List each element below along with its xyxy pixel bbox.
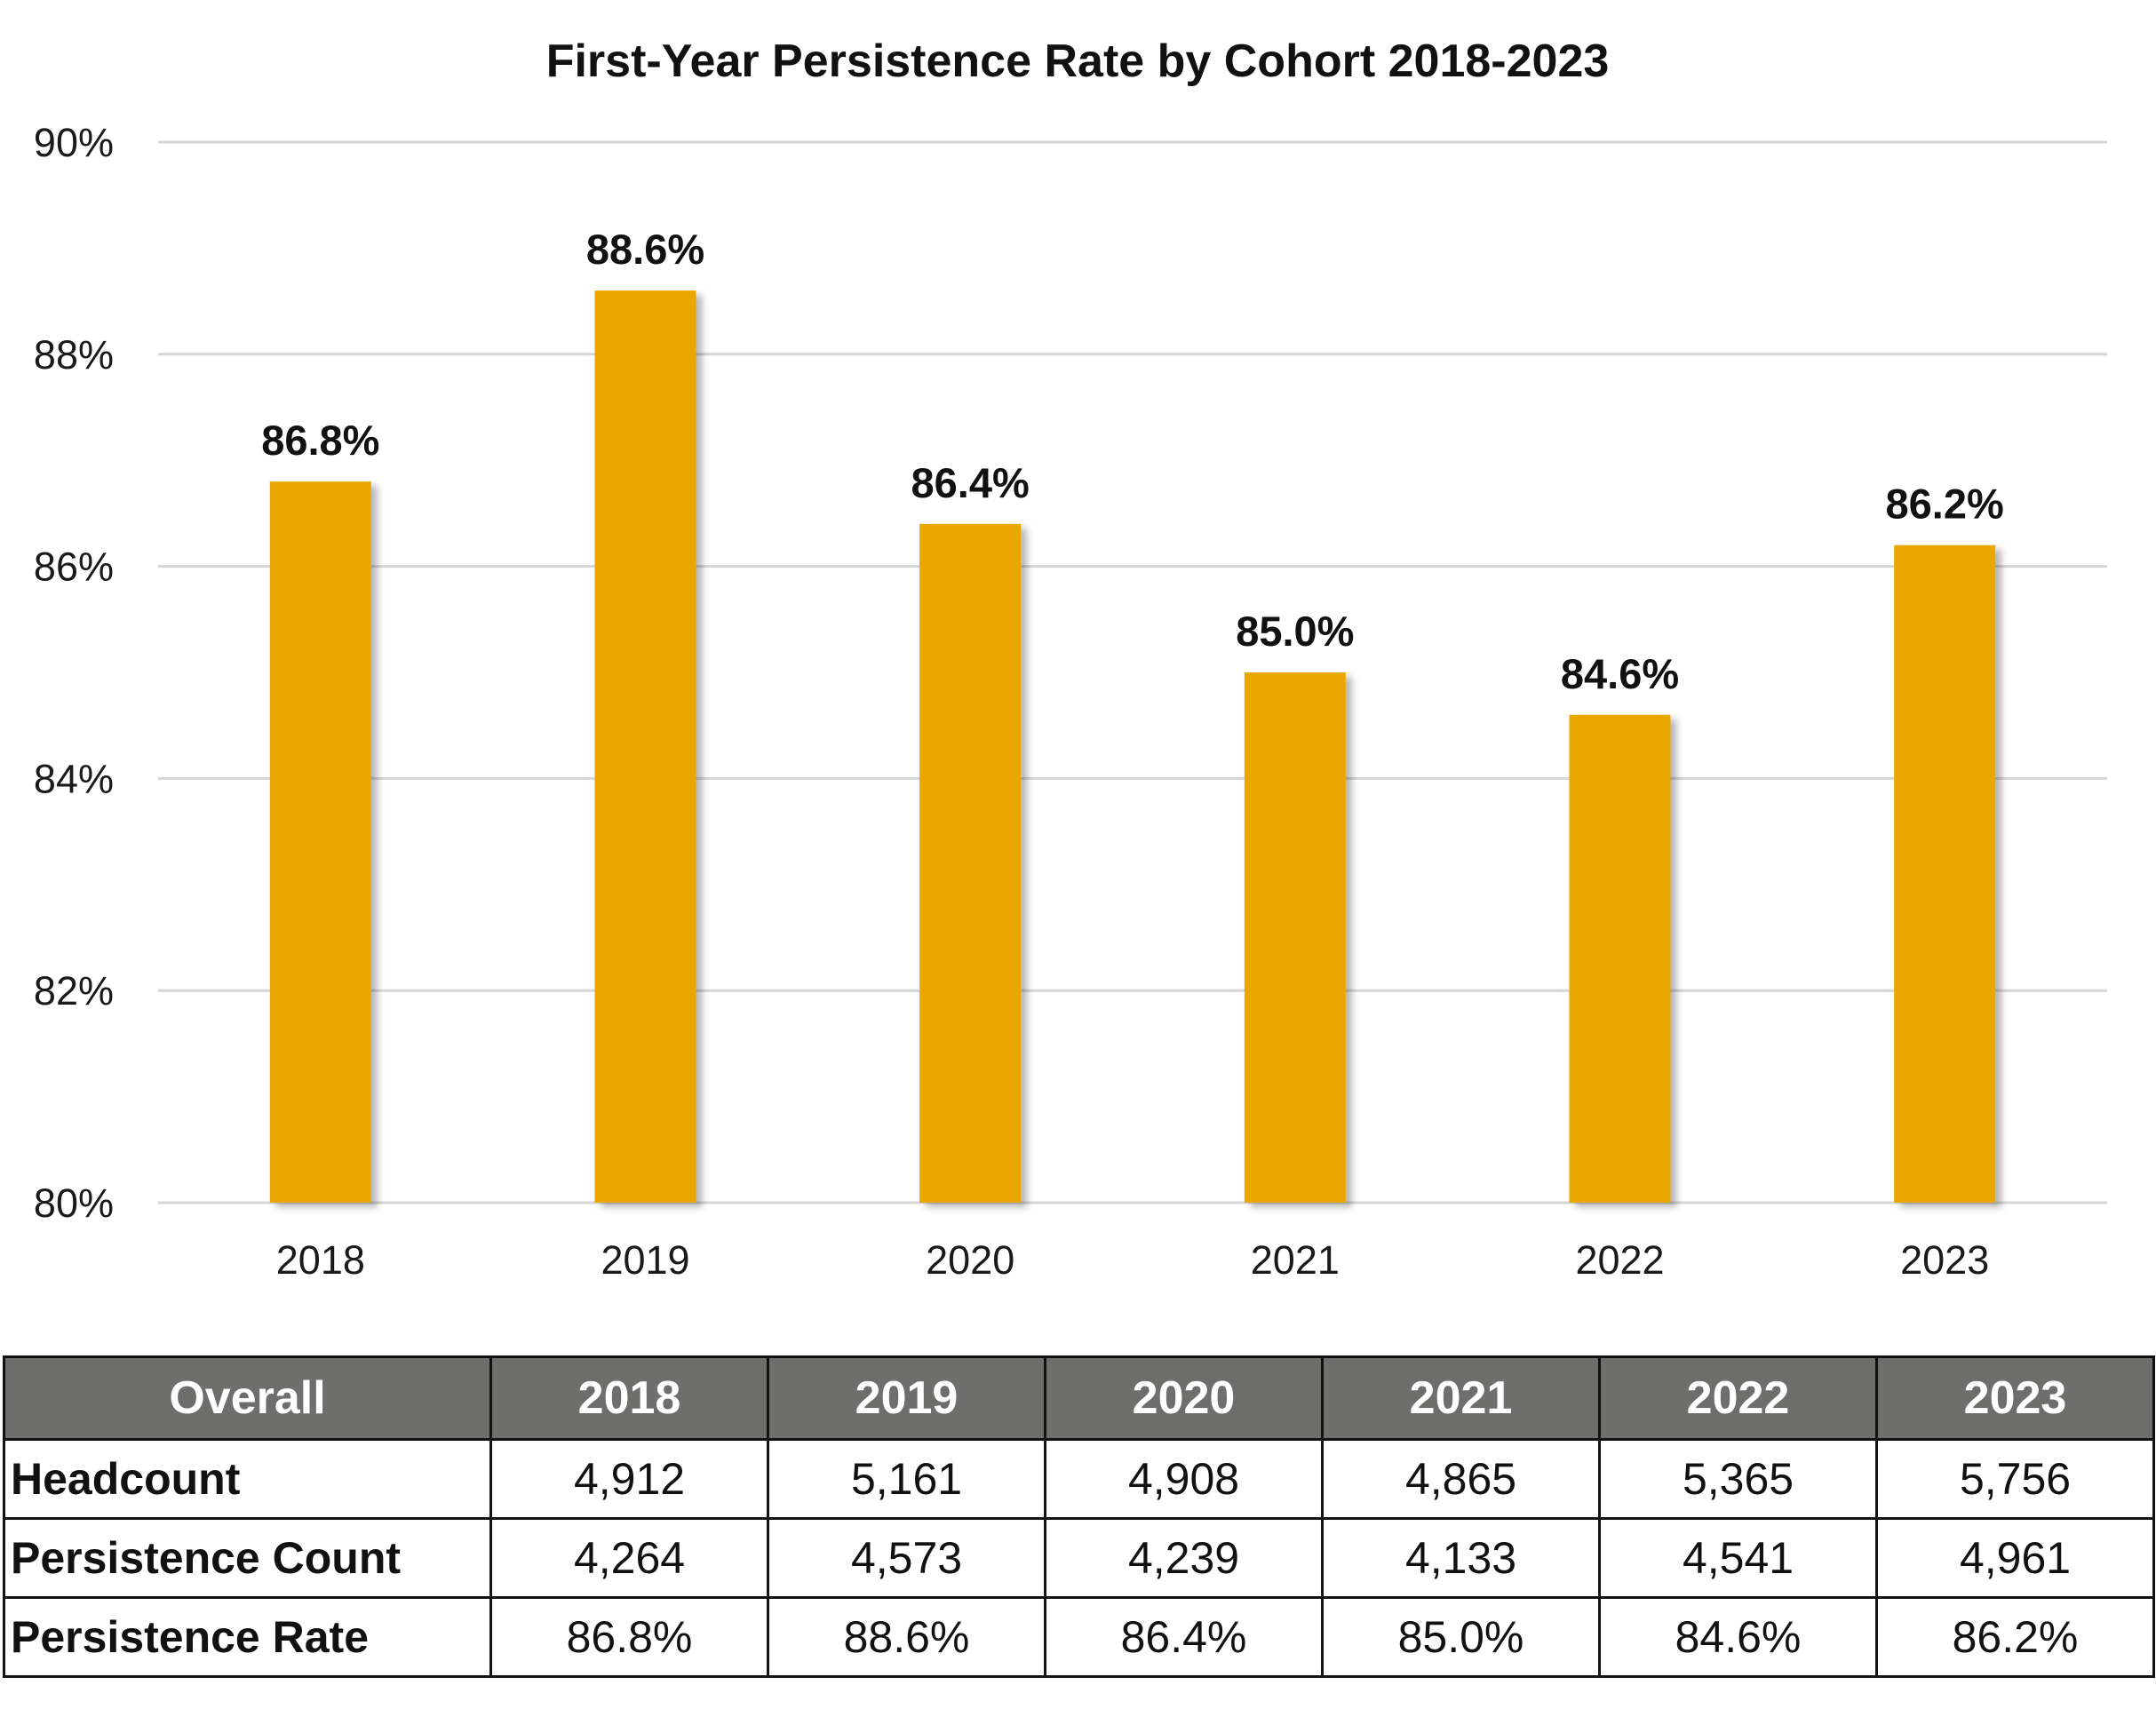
persistence-bar-chart: First-Year Persistence Rate by Cohort 20… — [34, 36, 2107, 1283]
table-cell: 4,541 — [1598, 1517, 1878, 1599]
row-label: Headcount — [3, 1438, 492, 1520]
table-header-year: 2023 — [1875, 1355, 2155, 1441]
row-label: Persistence Count — [3, 1517, 492, 1599]
x-tick-label: 2023 — [1900, 1237, 1989, 1283]
bar-2023 — [1894, 544, 1996, 1203]
data-label-2021: 85.0% — [1236, 608, 1354, 655]
data-label-2019: 88.6% — [586, 226, 704, 273]
table-header-row: Overall 2018 2019 2020 2021 2022 2023 — [3, 1355, 2155, 1441]
table-cell: 4,133 — [1321, 1517, 1601, 1599]
chart-title: First-Year Persistence Rate by Cohort 20… — [546, 36, 1610, 87]
data-label-2023: 86.2% — [1886, 481, 2004, 528]
bar-2021 — [1244, 672, 1346, 1203]
x-tick-label: 2018 — [276, 1237, 365, 1283]
row-label: Persistence Rate — [3, 1596, 492, 1678]
x-tick-label: 2021 — [1251, 1237, 1340, 1283]
bar-2022 — [1569, 714, 1671, 1203]
table-cell: 84.6% — [1598, 1596, 1878, 1678]
y-tick-label: 80% — [34, 1180, 114, 1226]
table-cell: 88.6% — [767, 1596, 1046, 1678]
table-cell: 4,912 — [489, 1438, 769, 1520]
table-cell: 4,573 — [767, 1517, 1046, 1599]
x-tick-label: 2022 — [1575, 1237, 1664, 1283]
table-header-year: 2019 — [767, 1355, 1046, 1441]
y-tick-label: 82% — [34, 968, 114, 1013]
y-tick-label: 86% — [34, 544, 114, 590]
data-label-2022: 84.6% — [1561, 650, 1679, 697]
table-header-year: 2021 — [1321, 1355, 1601, 1441]
table-cell: 5,365 — [1598, 1438, 1878, 1520]
table-cell: 4,865 — [1321, 1438, 1601, 1520]
bar-2020 — [919, 523, 1022, 1203]
bar-2019 — [594, 290, 696, 1203]
table-cell: 86.8% — [489, 1596, 769, 1678]
bars — [269, 290, 1996, 1203]
x-axis-ticks: 2018 2019 2020 2021 2022 2023 — [276, 1237, 1989, 1283]
y-tick-label: 88% — [34, 332, 114, 378]
data-labels: 86.8% 88.6% 86.4% 85.0% 84.6% 86.2% — [261, 226, 2004, 697]
table-cell: 86.2% — [1875, 1596, 2155, 1678]
table-row-persistence-count: Persistence Count 4,264 4,573 4,239 4,13… — [3, 1517, 2155, 1599]
table-cell: 4,264 — [489, 1517, 769, 1599]
table-header-year: 2022 — [1598, 1355, 1878, 1441]
persistence-data-table: Overall 2018 2019 2020 2021 2022 2023 He… — [3, 1355, 2155, 1678]
table-cell: 4,239 — [1044, 1517, 1324, 1599]
table-cell: 5,161 — [767, 1438, 1046, 1520]
x-tick-label: 2020 — [926, 1237, 1014, 1283]
table-cell: 4,908 — [1044, 1438, 1324, 1520]
y-tick-label: 90% — [34, 120, 114, 165]
bar-2018 — [269, 481, 371, 1203]
table-cell: 4,961 — [1875, 1517, 2155, 1599]
data-label-2018: 86.8% — [261, 417, 379, 464]
y-axis-ticks: 80% 82% 84% 86% 88% 90% — [34, 120, 114, 1226]
table-header-overall: Overall — [3, 1355, 492, 1441]
table-row-persistence-rate: Persistence Rate 86.8% 88.6% 86.4% 85.0%… — [3, 1596, 2155, 1678]
y-tick-label: 84% — [34, 756, 114, 801]
table-header-year: 2018 — [489, 1355, 769, 1441]
table-cell: 85.0% — [1321, 1596, 1601, 1678]
x-tick-label: 2019 — [601, 1237, 689, 1283]
chart-container: First-Year Persistence Rate by Cohort 20… — [34, 36, 2107, 1283]
table-cell: 5,756 — [1875, 1438, 2155, 1520]
gridlines — [158, 140, 2107, 1204]
table-row-headcount: Headcount 4,912 5,161 4,908 4,865 5,365 … — [3, 1438, 2155, 1520]
table-cell: 86.4% — [1044, 1596, 1324, 1678]
data-label-2020: 86.4% — [911, 459, 1030, 506]
table-header-year: 2020 — [1044, 1355, 1324, 1441]
